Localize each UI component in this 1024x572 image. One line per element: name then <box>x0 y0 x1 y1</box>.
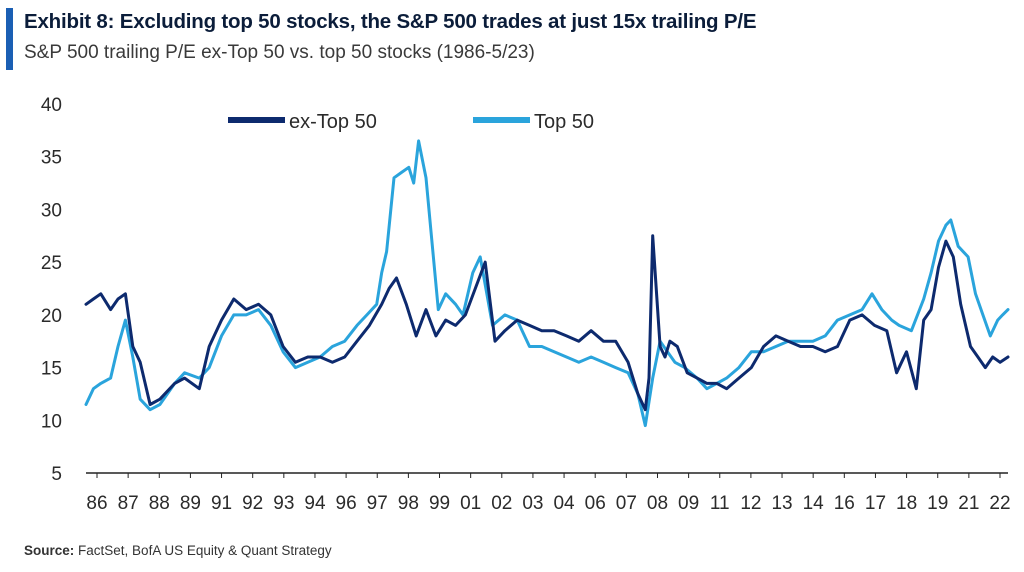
x-tick-label: 22 <box>989 493 1010 514</box>
y-tick-label: 20 <box>41 306 62 327</box>
source-note: Source: FactSet, BofA US Equity & Quant … <box>24 543 332 558</box>
x-tick-label: 16 <box>834 493 855 514</box>
x-tick-label: 11 <box>710 493 730 514</box>
title-accent-bar <box>6 8 13 70</box>
x-tick-label: 19 <box>927 493 948 514</box>
y-tick-label: 40 <box>41 95 62 116</box>
y-tick-label: 15 <box>41 359 62 380</box>
x-tick-label: 01 <box>460 493 481 514</box>
y-tick-label: 5 <box>51 464 62 485</box>
x-tick-label: 13 <box>771 493 792 514</box>
x-tick-label: 09 <box>678 493 699 514</box>
x-tick-label: 87 <box>118 493 139 514</box>
x-tick-label: 07 <box>616 493 637 514</box>
x-tick-label: 97 <box>367 493 388 514</box>
x-tick-label: 14 <box>803 493 825 514</box>
y-tick-label: 35 <box>41 148 62 169</box>
x-tick-label: 18 <box>896 493 917 514</box>
x-axis-ticks: 86 87 88 89 91 92 93 94 96 97 98 99 01 02 03 04 06 07 08 09… <box>86 473 1011 514</box>
y-tick-label: 25 <box>41 253 62 274</box>
x-tick-label: 89 <box>180 493 201 514</box>
chart-title: Exhibit 8: Excluding top 50 stocks, the … <box>24 10 757 33</box>
x-tick-label: 92 <box>242 493 263 514</box>
source-label: Source: <box>24 543 75 558</box>
x-tick-label: 12 <box>740 493 761 514</box>
x-tick-label: 03 <box>522 493 543 514</box>
legend: ex-Top 50 Top 50 <box>228 111 594 133</box>
x-tick-label: 02 <box>491 493 512 514</box>
x-tick-label: 99 <box>429 493 450 514</box>
series-line-top50 <box>84 139 1010 428</box>
x-tick-label: 08 <box>647 493 668 514</box>
x-tick-label: 21 <box>958 493 979 514</box>
x-tick-label: 88 <box>149 493 170 514</box>
legend-label-top50: Top 50 <box>534 111 594 133</box>
legend-label-ex-top50: ex-Top 50 <box>289 111 377 133</box>
x-tick-label: 98 <box>398 493 419 514</box>
series-line-ex-top50 <box>84 234 1010 412</box>
x-tick-label: 91 <box>211 493 232 514</box>
y-tick-label: 30 <box>41 200 62 221</box>
y-tick-label: 10 <box>41 411 62 432</box>
x-tick-label: 93 <box>273 493 294 514</box>
series-layer <box>84 139 1010 428</box>
x-tick-label: 94 <box>304 493 326 514</box>
chart-subtitle: S&P 500 trailing P/E ex-Top 50 vs. top 5… <box>24 42 535 63</box>
y-axis-ticks: 5 10 15 20 25 30 35 40 <box>41 95 62 485</box>
x-tick-label: 17 <box>865 493 886 514</box>
x-tick-label: 96 <box>336 493 357 514</box>
x-tick-label: 04 <box>553 493 575 514</box>
x-tick-label: 86 <box>86 493 107 514</box>
source-text: FactSet, BofA US Equity & Quant Strategy <box>78 543 332 558</box>
x-tick-label: 06 <box>585 493 606 514</box>
